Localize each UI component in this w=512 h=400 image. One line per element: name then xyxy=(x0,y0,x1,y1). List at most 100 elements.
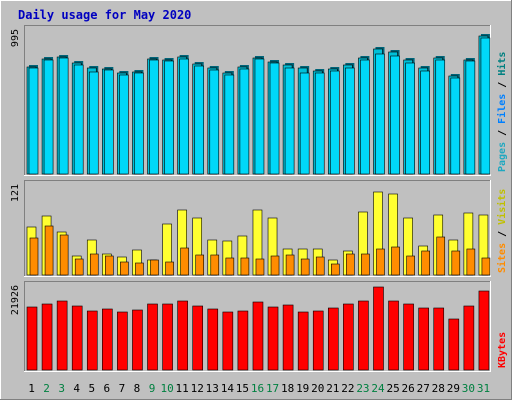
sites-bar xyxy=(285,254,295,276)
sites-bar xyxy=(240,257,250,276)
x-tick-label: 1 xyxy=(28,382,35,395)
x-tick-label: 22 xyxy=(341,382,354,395)
kbytes-bar xyxy=(102,308,113,371)
files-bar xyxy=(254,58,265,175)
files-bar xyxy=(314,72,325,175)
sites-bar xyxy=(135,262,144,276)
kbytes-bar xyxy=(358,300,369,371)
sites-bar xyxy=(225,257,235,276)
kbytes-bar xyxy=(222,311,234,371)
kbytes-bar xyxy=(207,308,219,371)
sites-bar xyxy=(300,258,310,276)
x-tick-label: 8 xyxy=(134,382,141,395)
x-tick-label: 29 xyxy=(447,382,460,395)
bottom-ymax-label: 21926 xyxy=(10,285,21,315)
sites-bar xyxy=(270,255,280,276)
sites-bar xyxy=(255,258,265,276)
files-bar xyxy=(390,55,400,175)
sites-bar xyxy=(210,254,220,276)
x-tick-label: 9 xyxy=(149,382,156,395)
x-tick-label: 12 xyxy=(191,382,204,395)
files-bar xyxy=(465,60,476,175)
kbytes-bar xyxy=(448,318,460,371)
files-bar xyxy=(360,59,370,175)
files-bar xyxy=(375,53,385,175)
files-bar xyxy=(104,69,114,175)
x-tick-label: 27 xyxy=(417,382,430,395)
x-tick-label: 4 xyxy=(73,382,80,395)
kbytes-bar xyxy=(237,310,249,371)
kbytes-bar xyxy=(41,303,53,371)
x-tick-label: 18 xyxy=(281,382,294,395)
kbytes-bar xyxy=(117,311,128,371)
sites-bar xyxy=(376,248,385,276)
x-tick-label: 3 xyxy=(58,382,65,395)
sites-bar xyxy=(481,257,491,276)
x-tick-label: 11 xyxy=(176,382,189,395)
sites-bar xyxy=(120,261,129,276)
files-bar xyxy=(119,74,129,175)
middle-series-label-part: Visits xyxy=(496,189,508,225)
files-bar xyxy=(420,70,430,175)
x-tick-label: 28 xyxy=(432,382,445,395)
files-bar xyxy=(269,62,280,175)
x-tick-label: 26 xyxy=(402,382,415,395)
x-tick-label: 15 xyxy=(236,382,249,395)
sites-bar xyxy=(421,250,430,276)
sites-bar xyxy=(361,253,370,276)
x-tick-label: 10 xyxy=(160,382,173,395)
kbytes-bar xyxy=(147,303,158,371)
sites-bar xyxy=(180,247,189,276)
bottom-series-label-part: KBytes xyxy=(497,332,508,368)
middle-series-label-part: / xyxy=(497,225,508,243)
kbytes-bar xyxy=(252,301,264,371)
sites-bar xyxy=(29,237,39,276)
top-series-label-part: / xyxy=(497,76,508,94)
top-series-label-part: Hits xyxy=(496,52,508,76)
x-tick-label: 31 xyxy=(477,382,490,395)
sites-bar xyxy=(59,234,69,276)
files-bar xyxy=(164,60,174,175)
files-bar xyxy=(450,77,461,175)
top-series-label-part: Files xyxy=(496,94,508,124)
x-tick-label: 30 xyxy=(462,382,475,395)
kbytes-bar xyxy=(388,300,399,371)
files-bar xyxy=(345,67,355,175)
files-bar xyxy=(28,67,39,175)
sites-bar xyxy=(391,246,400,276)
sites-bar xyxy=(89,253,99,276)
files-bar xyxy=(329,70,340,175)
sites-bar xyxy=(406,255,415,276)
x-tick-label: 17 xyxy=(266,382,279,395)
kbytes-bar xyxy=(282,304,294,371)
x-tick-label: 13 xyxy=(206,382,219,395)
kbytes-bar xyxy=(132,309,143,371)
sites-bar xyxy=(451,250,461,276)
kbytes-bar xyxy=(162,303,173,371)
x-tick-label: 21 xyxy=(326,382,339,395)
x-tick-label: 23 xyxy=(356,382,369,395)
top-ymax-label: 995 xyxy=(10,29,21,47)
sites-bar xyxy=(436,236,446,276)
middle-ymax-label: 121 xyxy=(10,184,21,202)
x-tick-label: 16 xyxy=(251,382,264,395)
kbytes-bar xyxy=(56,300,68,371)
files-bar xyxy=(209,69,220,175)
x-tick-label: 20 xyxy=(311,382,324,395)
kbytes-bar xyxy=(433,307,445,371)
kbytes-bar xyxy=(71,305,83,371)
files-bar xyxy=(88,71,99,175)
x-tick-label: 19 xyxy=(296,382,309,395)
kbytes-bar xyxy=(192,305,204,371)
sites-bar xyxy=(195,254,205,276)
files-bar xyxy=(239,68,250,175)
files-bar xyxy=(405,62,415,175)
files-bar xyxy=(149,59,159,175)
kbytes-bar xyxy=(418,307,429,371)
files-bar xyxy=(43,59,54,175)
kbytes-bar xyxy=(403,303,414,371)
x-tick-label: 2 xyxy=(43,382,50,395)
sites-bar xyxy=(330,263,340,276)
kbytes-bar xyxy=(343,303,354,371)
